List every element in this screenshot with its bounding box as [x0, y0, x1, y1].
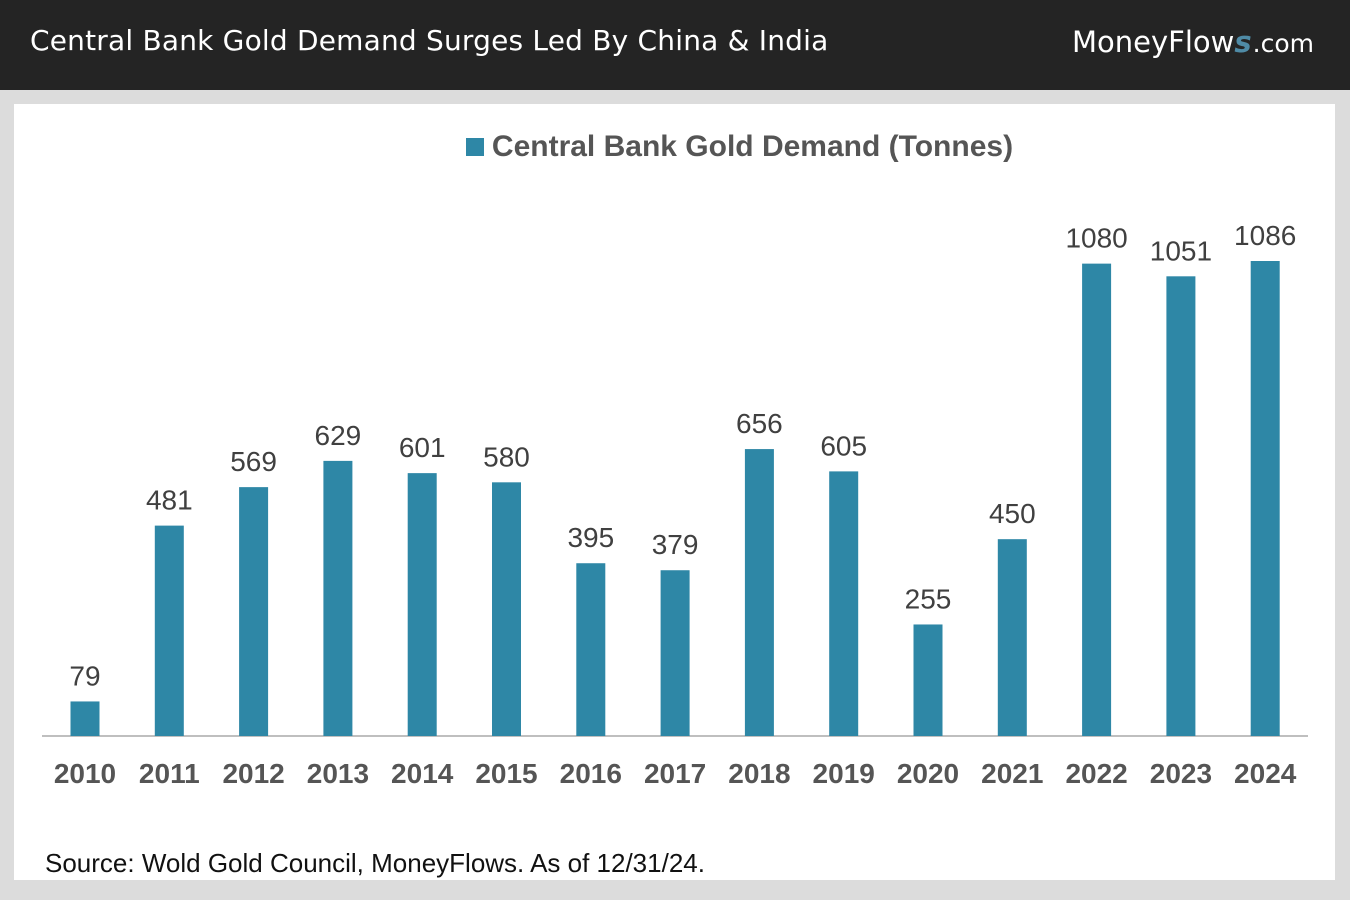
data-label-2024: 1086: [1234, 220, 1296, 251]
brand-logo[interactable]: MoneyFlow s .com: [1072, 25, 1314, 59]
data-label-2010: 79: [69, 660, 100, 691]
x-tick-label-2016: 2016: [560, 758, 622, 789]
legend-swatch: [465, 138, 484, 156]
bar-2022[interactable]: [1082, 263, 1112, 736]
bar-2019[interactable]: [829, 471, 859, 736]
bar-2015[interactable]: [492, 482, 521, 736]
bar-2016[interactable]: [576, 563, 606, 736]
bar-2023[interactable]: [1166, 276, 1196, 736]
x-tick-label-2024: 2024: [1234, 758, 1297, 789]
data-label-2013: 629: [315, 420, 362, 451]
x-tick-label-2021: 2021: [981, 758, 1043, 789]
x-tick-label-2020: 2020: [897, 758, 959, 789]
x-tick-label-2017: 2017: [644, 758, 706, 789]
data-label-2020: 255: [905, 583, 952, 614]
data-label-2022: 1080: [1065, 223, 1127, 254]
data-label-2023: 1051: [1150, 235, 1212, 266]
bar-2010[interactable]: [70, 701, 100, 736]
bar-2018[interactable]: [744, 449, 774, 736]
x-tick-label-2012: 2012: [222, 758, 284, 789]
bar-2017[interactable]: [660, 570, 690, 736]
data-label-2014: 601: [399, 432, 446, 463]
x-tick-label-2013: 2013: [307, 758, 369, 789]
x-tick-label-2023: 2023: [1150, 758, 1212, 789]
data-label-2017: 379: [652, 529, 699, 560]
bar-2024[interactable]: [1250, 261, 1280, 736]
x-tick-label-2015: 2015: [475, 758, 537, 789]
x-tick-label-2019: 2019: [813, 758, 875, 789]
x-tick-label-2010: 2010: [54, 758, 116, 789]
data-label-2015: 580: [483, 441, 530, 472]
brand-name: MoneyFlow: [1072, 25, 1235, 59]
x-tick-label-2018: 2018: [728, 758, 790, 789]
data-label-2018: 656: [736, 408, 783, 439]
data-label-2016: 395: [567, 522, 614, 553]
x-tick-label-2022: 2022: [1065, 758, 1127, 789]
bar-2011[interactable]: [154, 525, 184, 736]
bar-chart: 79 2010 481 2011 569 2012 629 2013 601 2014 580 201…: [42, 220, 1308, 789]
bar-2021[interactable]: [997, 539, 1027, 736]
bar-2014[interactable]: [407, 473, 437, 736]
data-label-2021: 450: [989, 498, 1036, 529]
chart-legend: Central Bank Gold Demand (Tonnes): [14, 130, 1335, 164]
bar-2012[interactable]: [239, 487, 269, 736]
x-tick-label-2014: 2014: [391, 758, 454, 789]
bar-2020[interactable]: [913, 624, 943, 736]
legend-label: Central Bank Gold Demand (Tonnes): [491, 130, 1014, 163]
header-bar: Central Bank Gold Demand Surges Led By C…: [0, 0, 1350, 90]
brand-suffix: .com: [1252, 29, 1314, 58]
chart-panel: Central Bank Gold Demand (Tonnes) 79 2010…: [14, 104, 1335, 880]
x-tick-label-2011: 2011: [139, 758, 200, 789]
brand-accent: s: [1234, 25, 1252, 59]
data-label-2019: 605: [820, 430, 867, 461]
data-label-2011: 481: [146, 485, 193, 516]
source-note: Source: Wold Gold Council, MoneyFlows. A…: [45, 848, 705, 878]
bar-2013[interactable]: [323, 460, 353, 736]
page-title: Central Bank Gold Demand Surges Led By C…: [30, 24, 829, 57]
data-label-2012: 569: [230, 446, 277, 477]
